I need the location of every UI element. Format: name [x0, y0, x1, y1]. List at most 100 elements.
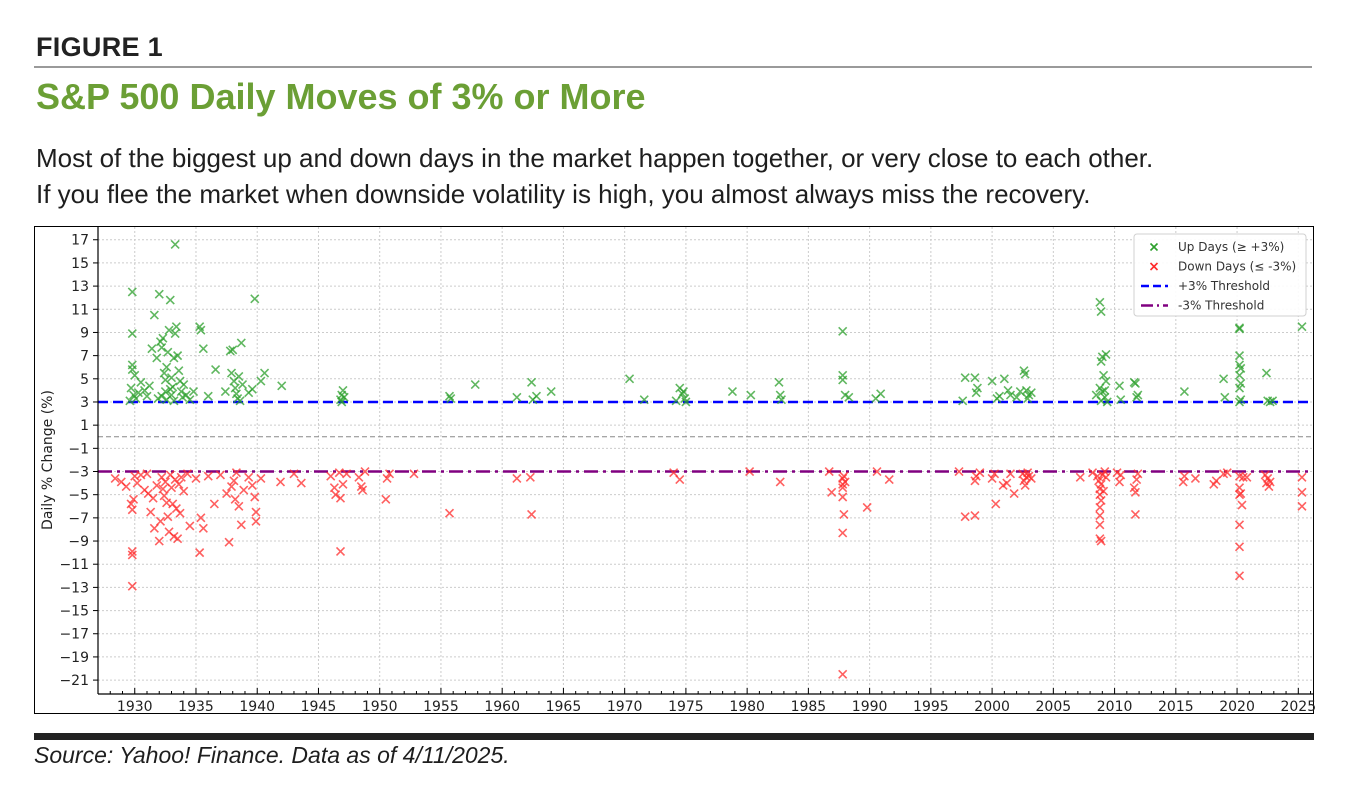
data-point-marker — [191, 473, 201, 484]
x-tick-label: 2010 — [1097, 699, 1133, 715]
data-point-marker — [1130, 378, 1140, 389]
data-point-marker — [166, 373, 177, 383]
data-point-marker — [179, 380, 189, 390]
source-note: Source: Yahoo! Finance. Data as of 4/11/… — [34, 742, 510, 768]
y-tick-label: −19 — [59, 650, 89, 666]
data-point-marker — [512, 473, 522, 484]
data-point-marker — [1095, 520, 1105, 530]
data-point-marker — [152, 353, 162, 363]
data-point-marker — [1297, 322, 1307, 332]
data-point-marker — [1236, 488, 1246, 499]
x-tick-label: 2005 — [1036, 699, 1072, 715]
data-point-marker — [188, 386, 199, 397]
data-point-marker — [326, 471, 336, 481]
data-point-marker — [1237, 500, 1247, 510]
data-point-marker — [1234, 324, 1245, 334]
data-point-marker — [1096, 479, 1106, 489]
data-point-marker — [954, 466, 964, 477]
data-points — [110, 239, 1307, 679]
data-point-marker — [1003, 385, 1013, 395]
legend-marker-icon — [1149, 262, 1159, 271]
data-point-marker — [174, 479, 184, 489]
data-point-marker — [991, 499, 1001, 509]
data-point-marker — [844, 392, 854, 402]
data-point-marker — [235, 396, 245, 406]
data-point-marker — [1219, 374, 1229, 384]
x-tick-label: 1935 — [178, 699, 214, 715]
y-tick-label: −7 — [68, 511, 89, 527]
data-point-marker — [136, 377, 146, 387]
data-point-marker — [225, 346, 235, 356]
data-point-marker — [247, 480, 257, 490]
data-point-marker — [1130, 487, 1140, 497]
chart-title: S&P 500 Daily Moves of 3% or More — [36, 76, 646, 117]
data-point-marker — [165, 295, 175, 305]
data-point-marker — [1101, 472, 1111, 482]
data-point-marker — [1095, 502, 1105, 512]
data-point-marker — [166, 483, 177, 493]
data-point-marker — [827, 487, 837, 497]
data-point-marker — [1265, 397, 1275, 407]
y-tick-label: 17 — [71, 233, 89, 249]
y-tick-label: −13 — [59, 580, 89, 596]
data-point-marker — [1009, 488, 1019, 499]
data-point-marker — [975, 468, 985, 478]
data-point-marker — [1114, 381, 1125, 391]
data-point-marker — [163, 512, 173, 522]
data-point-marker — [1116, 470, 1126, 480]
data-point-marker — [999, 374, 1009, 384]
axes: 1930 1935 1940 1945 1950 1955 1960 1965 1970 1975… — [59, 227, 1316, 715]
data-point-marker — [970, 373, 980, 383]
y-tick-label: 13 — [71, 279, 89, 295]
data-point-marker — [746, 390, 756, 400]
legend-label: Up Days (≥ +3%) — [1178, 240, 1284, 254]
data-point-marker — [236, 338, 246, 348]
data-point-marker — [409, 469, 419, 479]
data-point-marker — [239, 485, 249, 495]
data-point-marker — [838, 492, 848, 502]
data-point-marker — [960, 373, 970, 383]
data-point-marker — [838, 669, 848, 679]
data-point-marker — [209, 499, 219, 509]
data-point-marker — [169, 396, 179, 406]
data-point-marker — [1098, 486, 1109, 496]
x-tick-label: 1955 — [423, 699, 459, 715]
data-point-marker — [824, 466, 834, 477]
data-point-marker — [334, 468, 344, 478]
data-point-marker — [127, 505, 137, 515]
data-point-marker — [839, 509, 849, 519]
y-axis-label: Daily % Change (%) — [40, 390, 56, 530]
data-point-marker — [624, 374, 635, 384]
x-tick-label: 1990 — [852, 699, 888, 715]
data-point-marker — [1234, 397, 1245, 407]
data-point-marker — [154, 536, 164, 546]
data-point-marker — [876, 389, 886, 399]
data-point-marker — [215, 470, 226, 480]
data-point-marker — [127, 287, 137, 297]
data-point-marker — [159, 368, 169, 378]
data-point-marker — [1236, 363, 1246, 373]
data-point-marker — [220, 386, 230, 397]
data-point-marker — [972, 383, 982, 393]
data-point-marker — [132, 478, 142, 488]
data-point-marker — [1005, 390, 1016, 400]
data-point-marker — [1021, 385, 1031, 395]
data-point-marker — [884, 475, 894, 485]
data-point-marker — [1179, 471, 1189, 481]
data-point-marker — [527, 377, 537, 387]
data-point-marker — [444, 508, 455, 518]
data-point-marker — [203, 391, 213, 401]
data-point-marker — [1026, 473, 1036, 484]
data-point-marker — [157, 342, 167, 353]
data-point-marker — [148, 493, 158, 503]
data-point-marker — [994, 391, 1005, 401]
figure-label: FIGURE 1 — [36, 32, 163, 62]
data-point-marker — [1242, 472, 1252, 482]
data-point-marker — [335, 493, 346, 503]
x-tick-label: 1975 — [668, 699, 704, 715]
data-point-marker — [525, 472, 535, 482]
data-point-marker — [142, 469, 152, 479]
data-point-marker — [1130, 509, 1140, 519]
data-point-marker — [1101, 349, 1111, 360]
data-point-marker — [360, 466, 370, 477]
